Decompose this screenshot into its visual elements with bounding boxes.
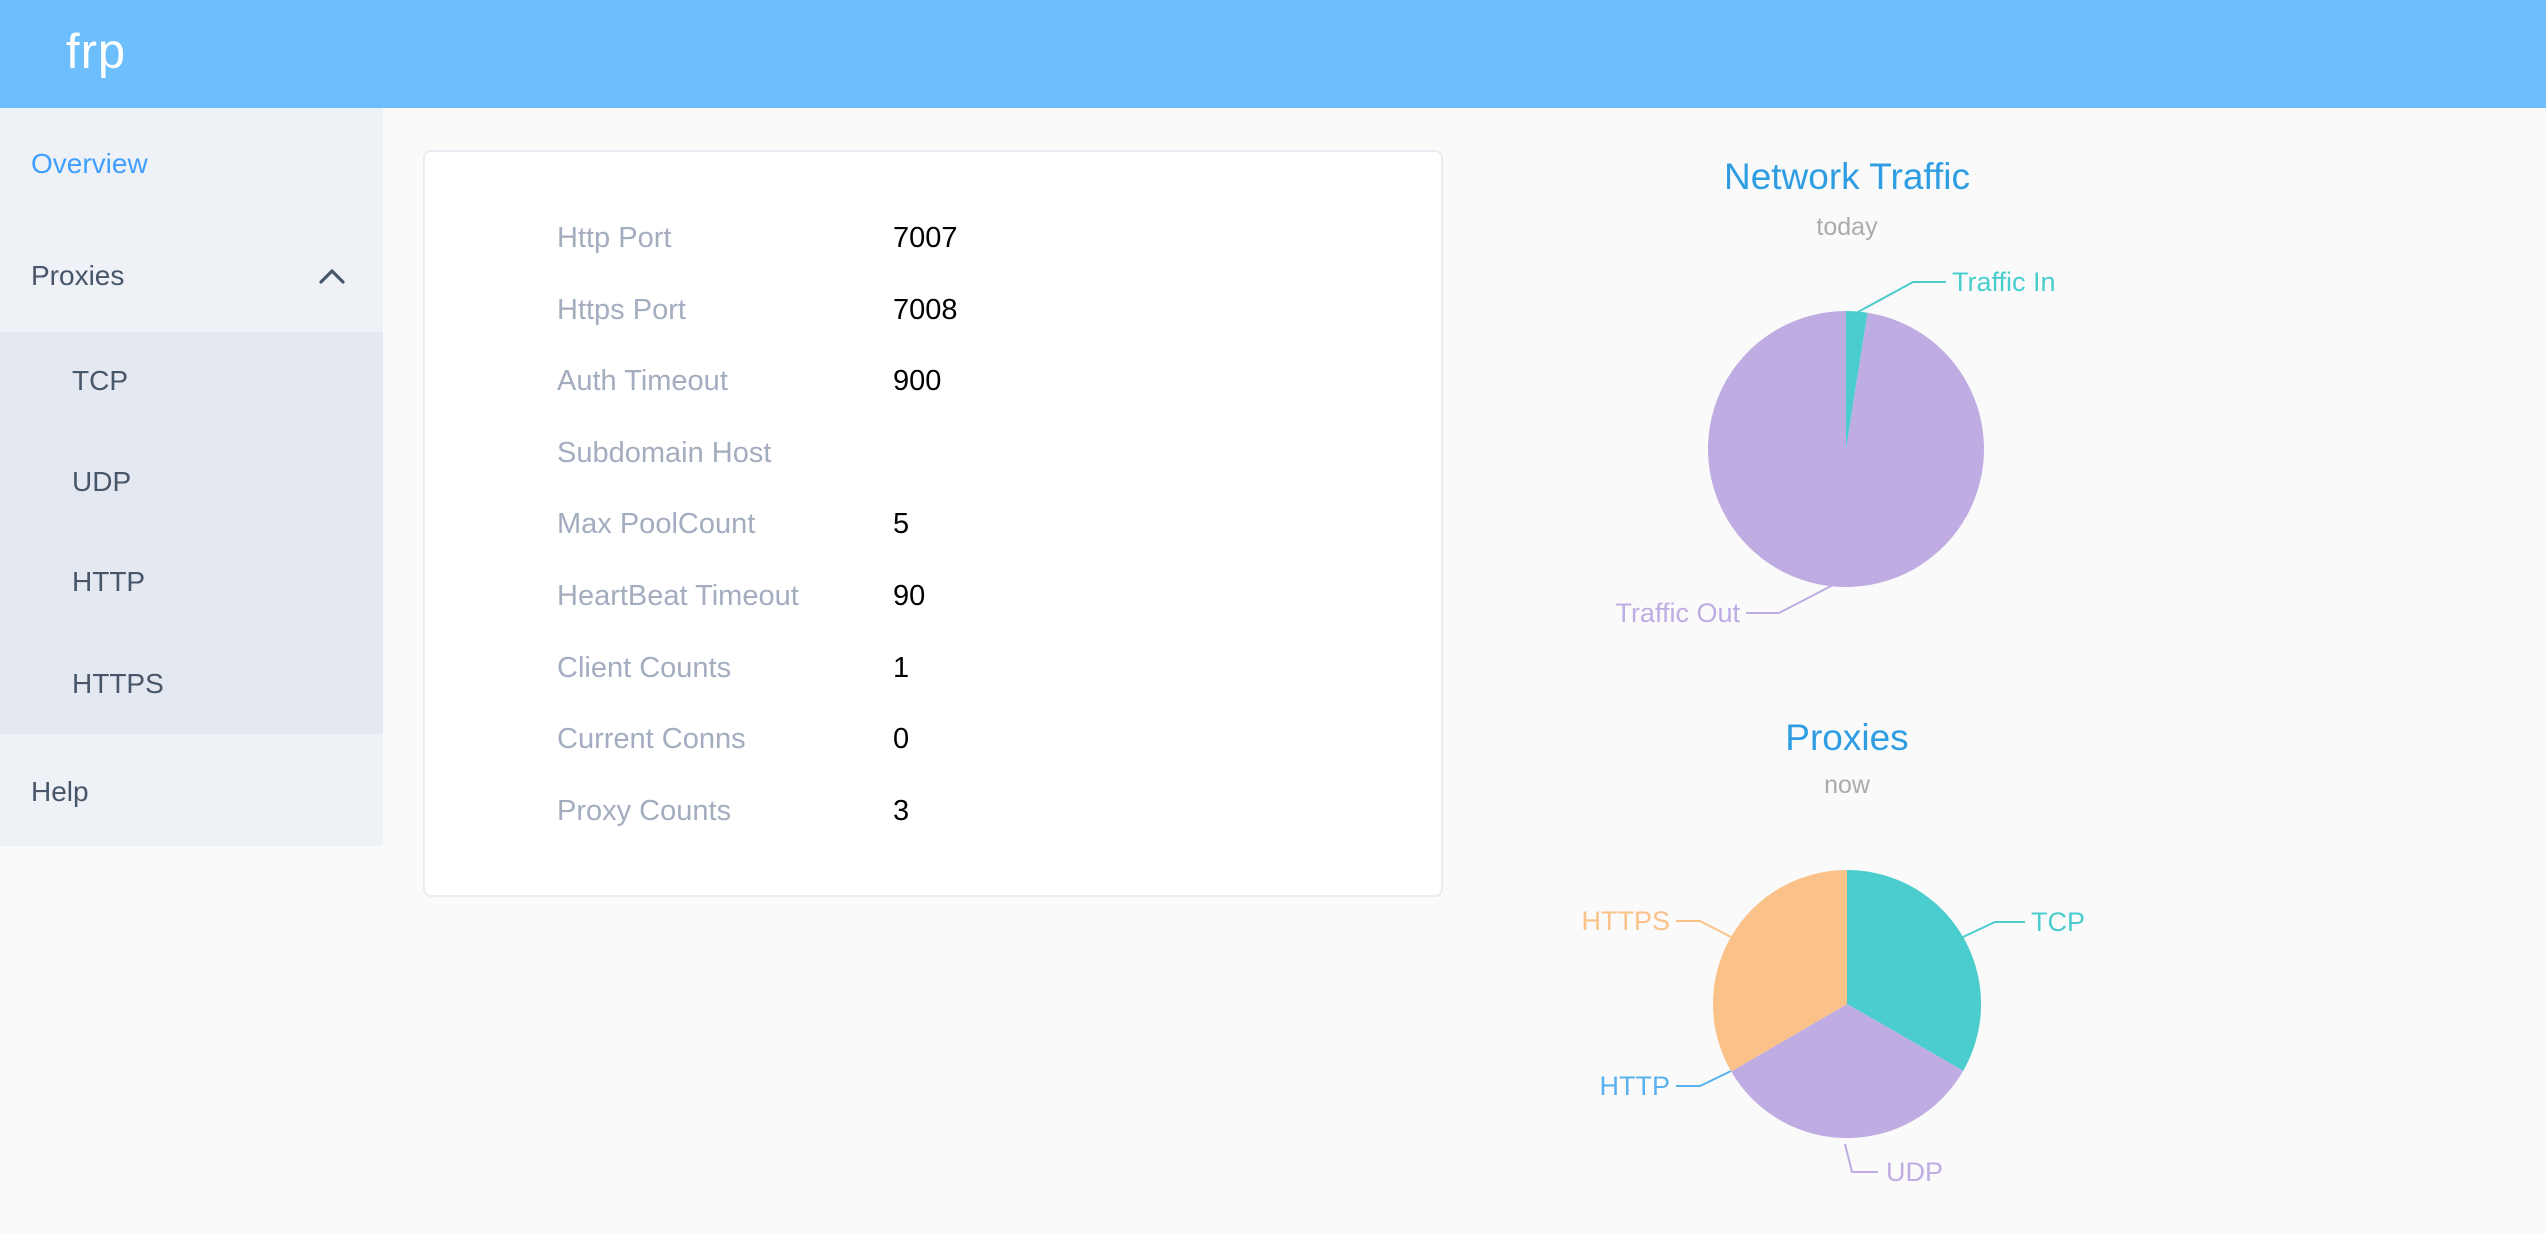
sidebar-item-label: HTTPS	[72, 668, 164, 699]
pie-slice-tcp[interactable]	[1847, 870, 1982, 1071]
sidebar-item-label: Help	[31, 776, 89, 807]
pie-label-line	[1962, 921, 2025, 938]
chevron-up-icon[interactable]	[319, 269, 345, 284]
pie-slice-udp[interactable]	[1731, 1004, 1964, 1139]
sidebar-item-label: Overview	[31, 148, 148, 179]
sidebar-item-help[interactable]: Help	[31, 776, 89, 808]
proxies-submenu-background	[0, 332, 383, 734]
config-row: Subdomain Host	[557, 437, 771, 469]
sidebar-item-udp[interactable]: UDP	[72, 466, 131, 498]
config-value: 7008	[893, 293, 958, 326]
pie-label: TCP	[2031, 907, 2085, 937]
pie-slice-https[interactable]	[1712, 869, 1847, 1072]
pie-label-line	[1746, 584, 1834, 614]
pie-label: Traffic In	[1952, 267, 2056, 297]
sidebar-item-overview[interactable]: Overview	[31, 148, 148, 180]
config-value: 7007	[893, 222, 958, 254]
config-label: Https Port	[557, 293, 686, 326]
sidebar-item-label: HTTP	[72, 566, 146, 597]
network-traffic-subtitle: today	[1816, 213, 1878, 241]
proxies-chart-title: Proxies	[1785, 717, 1909, 758]
config-row: Client Counts 1	[557, 651, 909, 684]
config-label: Max PoolCount	[557, 508, 756, 541]
pie-label: HTTPS	[1581, 906, 1670, 936]
network-traffic-title: Network Traffic	[1723, 156, 1971, 197]
config-label: Proxy Counts	[557, 794, 732, 827]
pie-slice-traffic-in[interactable]	[1846, 311, 1868, 449]
pie-label-line	[1676, 920, 1732, 938]
config-row: Auth Timeout 900	[557, 365, 941, 398]
config-value: 0	[893, 723, 910, 756]
config-row: Http Port 7007	[557, 222, 958, 254]
sidebar-item-label: TCP	[72, 365, 128, 396]
pie-label: HTTP	[1600, 1071, 1671, 1101]
config-value: 3	[893, 794, 910, 827]
app-header: frp	[0, 0, 2546, 108]
pie-label-line	[1676, 1070, 1732, 1087]
config-value: 1	[893, 651, 910, 684]
config-row: HeartBeat Timeout 90	[557, 580, 925, 612]
config-value: 5	[893, 508, 910, 541]
pie-label-line	[1857, 281, 1946, 313]
pie-slice-traffic-out[interactable]	[1708, 311, 1985, 587]
pie-label: UDP	[1886, 1157, 1943, 1187]
sidebar-item-http[interactable]: HTTP	[72, 566, 145, 598]
config-row: Current Conns 0	[557, 723, 909, 756]
app-logo: frp	[66, 25, 127, 79]
config-row: Max PoolCount 5	[557, 508, 909, 541]
pie-label: Traffic Out	[1615, 598, 1740, 628]
sidebar-item-tcp[interactable]: TCP	[72, 365, 128, 397]
sidebar-item-label: UDP	[72, 466, 132, 497]
server-config-card: Http Port 7007 Https Port 7008 Auth Timeout 9…	[423, 150, 1443, 897]
config-row: Proxy Counts 3	[557, 794, 909, 827]
config-label: Subdomain Host	[557, 436, 772, 469]
proxies-chart-subtitle: now	[1824, 771, 1870, 799]
config-row: Https Port 7008	[557, 293, 958, 326]
config-value: 900	[893, 365, 942, 398]
config-label: Http Port	[557, 222, 672, 254]
config-label: Client Counts	[557, 651, 732, 684]
config-label: Current Conns	[557, 723, 746, 756]
config-label: Auth Timeout	[557, 365, 728, 398]
config-value: 90	[893, 580, 926, 612]
sidebar-item-https[interactable]: HTTPS	[72, 668, 164, 700]
sidebar	[0, 108, 383, 846]
pie-label-line	[1844, 1143, 1878, 1173]
config-label: HeartBeat Timeout	[557, 580, 799, 612]
sidebar-item-label: Proxies	[31, 260, 125, 291]
sidebar-item-proxies[interactable]: Proxies	[31, 260, 124, 292]
